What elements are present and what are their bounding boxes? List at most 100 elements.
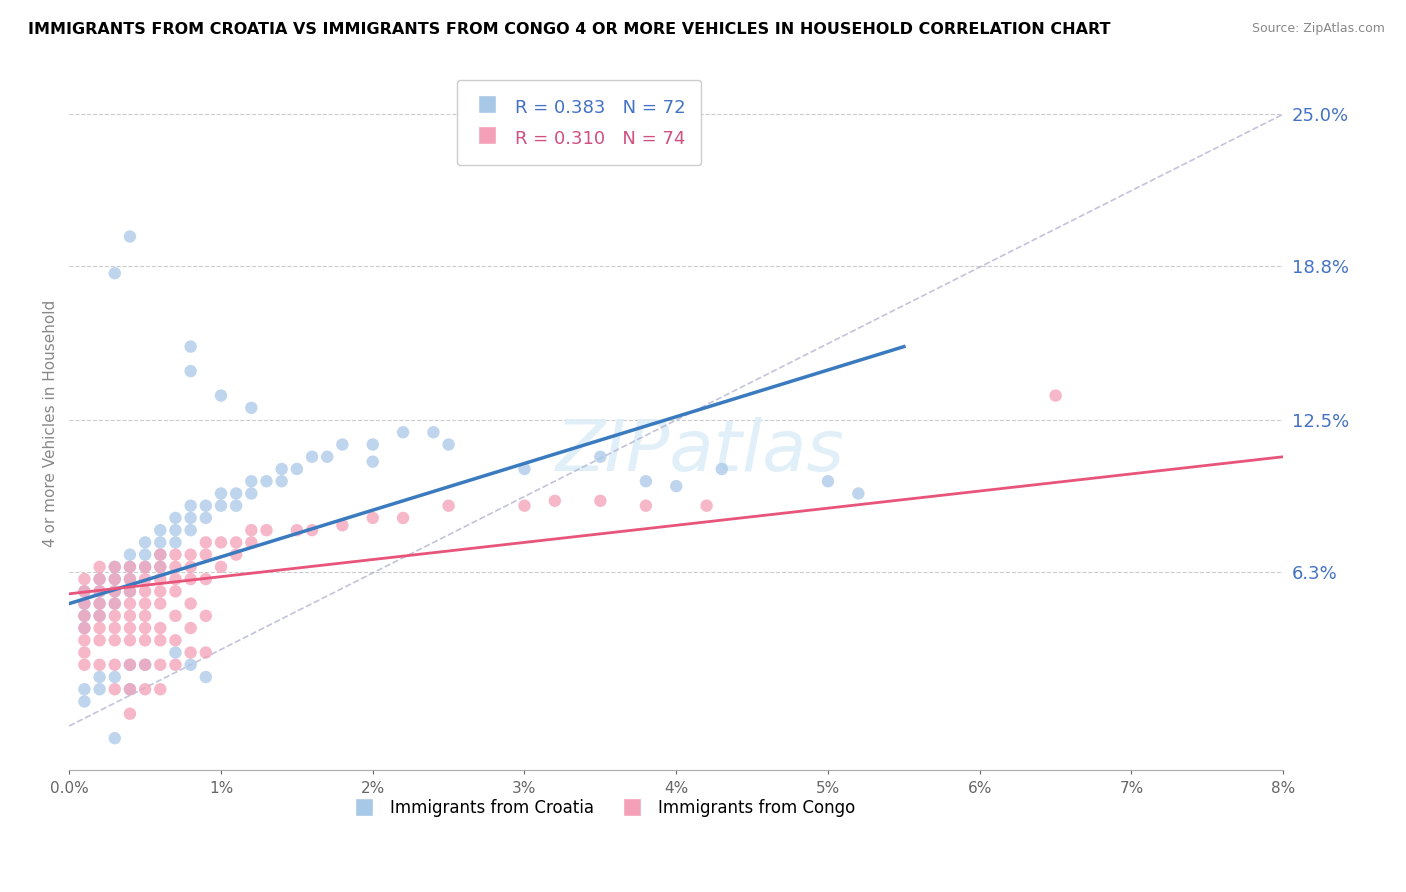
Point [134, 621, 156, 635]
Point [104, 621, 127, 635]
Point [225, 548, 247, 562]
Point [89, 584, 111, 599]
Point [118, 584, 141, 599]
Point [285, 462, 308, 476]
Point [104, 657, 127, 672]
Point [104, 572, 127, 586]
Point [194, 572, 217, 586]
Point [134, 608, 156, 623]
Point [209, 499, 232, 513]
Point [180, 340, 202, 354]
Point [118, 572, 141, 586]
Point [544, 493, 567, 508]
Point [165, 657, 187, 672]
Point [194, 670, 217, 684]
Point [104, 597, 127, 611]
Point [301, 450, 323, 464]
Point [134, 535, 156, 549]
Point [89, 572, 111, 586]
Point [89, 572, 111, 586]
Point [73, 608, 96, 623]
Point [118, 633, 141, 648]
Point [73, 584, 96, 599]
Point [104, 597, 127, 611]
Legend: Immigrants from Croatia, Immigrants from Congo: Immigrants from Croatia, Immigrants from… [346, 793, 862, 824]
Point [240, 523, 263, 537]
Point [209, 560, 232, 574]
Point [180, 499, 202, 513]
Point [118, 560, 141, 574]
Point [89, 597, 111, 611]
Point [104, 682, 127, 697]
Point [165, 646, 187, 660]
Point [134, 548, 156, 562]
Point [104, 560, 127, 574]
Point [118, 682, 141, 697]
Point [361, 511, 384, 525]
Point [165, 608, 187, 623]
Point [240, 401, 263, 415]
Point [134, 657, 156, 672]
Point [165, 511, 187, 525]
Point [134, 572, 156, 586]
Point [194, 548, 217, 562]
Point [710, 462, 733, 476]
Point [180, 511, 202, 525]
Point [73, 572, 96, 586]
Point [73, 608, 96, 623]
Point [240, 486, 263, 500]
Point [180, 657, 202, 672]
Point [73, 584, 96, 599]
Point [270, 462, 292, 476]
Point [89, 633, 111, 648]
Point [134, 682, 156, 697]
Point [209, 486, 232, 500]
Point [180, 572, 202, 586]
Point [118, 229, 141, 244]
Point [118, 682, 141, 697]
Point [118, 597, 141, 611]
Point [118, 584, 141, 599]
Point [361, 437, 384, 451]
Point [437, 499, 460, 513]
Point [73, 621, 96, 635]
Point [89, 670, 111, 684]
Point [392, 425, 415, 440]
Point [89, 682, 111, 697]
Point [89, 608, 111, 623]
Point [634, 499, 657, 513]
Point [180, 646, 202, 660]
Point [817, 474, 839, 488]
Point [118, 560, 141, 574]
Point [696, 499, 718, 513]
Point [422, 425, 444, 440]
Point [165, 572, 187, 586]
Point [149, 548, 172, 562]
Point [89, 608, 111, 623]
Point [149, 523, 172, 537]
Point [392, 511, 415, 525]
Point [665, 479, 688, 493]
Point [104, 633, 127, 648]
Point [149, 560, 172, 574]
Point [589, 493, 612, 508]
Point [513, 462, 536, 476]
Point [118, 608, 141, 623]
Point [134, 597, 156, 611]
Point [104, 670, 127, 684]
Point [194, 646, 217, 660]
Point [104, 608, 127, 623]
Point [149, 535, 172, 549]
Point [89, 597, 111, 611]
Text: IMMIGRANTS FROM CROATIA VS IMMIGRANTS FROM CONGO 4 OR MORE VEHICLES IN HOUSEHOLD: IMMIGRANTS FROM CROATIA VS IMMIGRANTS FR… [28, 22, 1111, 37]
Point [256, 523, 278, 537]
Point [1045, 388, 1067, 402]
Point [134, 657, 156, 672]
Point [73, 597, 96, 611]
Point [437, 437, 460, 451]
Point [240, 535, 263, 549]
Point [73, 694, 96, 708]
Point [73, 597, 96, 611]
Point [180, 364, 202, 378]
Point [180, 597, 202, 611]
